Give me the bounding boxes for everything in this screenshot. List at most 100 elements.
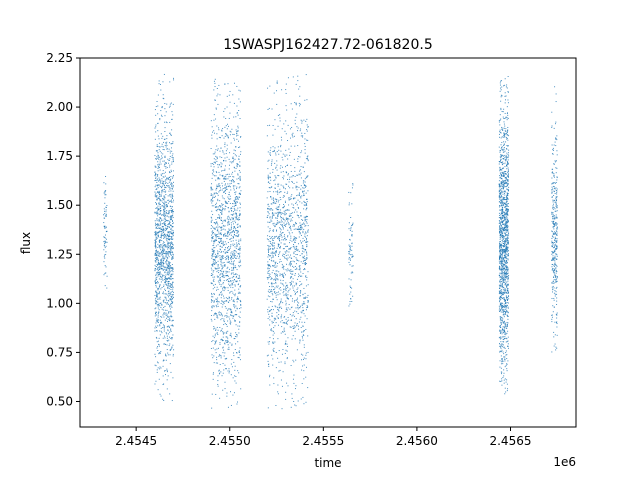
data-point bbox=[275, 251, 277, 253]
data-point bbox=[164, 155, 166, 157]
data-point bbox=[157, 146, 159, 148]
data-point bbox=[303, 239, 305, 241]
data-point bbox=[277, 222, 279, 224]
data-point bbox=[212, 274, 214, 276]
data-point bbox=[221, 328, 223, 330]
data-point bbox=[230, 226, 232, 228]
data-point bbox=[282, 349, 284, 351]
data-point bbox=[212, 373, 214, 375]
data-point bbox=[220, 297, 222, 299]
data-point bbox=[155, 184, 157, 186]
data-point bbox=[236, 269, 238, 271]
data-point bbox=[292, 187, 294, 189]
data-point bbox=[229, 281, 231, 283]
data-point bbox=[271, 301, 273, 303]
data-point bbox=[351, 187, 353, 189]
data-point bbox=[161, 178, 163, 180]
data-point bbox=[169, 305, 171, 307]
data-point bbox=[222, 221, 224, 223]
data-point bbox=[276, 229, 278, 231]
data-point bbox=[158, 337, 160, 339]
data-point bbox=[170, 284, 172, 286]
data-point bbox=[165, 252, 167, 254]
data-point bbox=[294, 102, 296, 104]
data-point bbox=[224, 300, 226, 302]
data-point bbox=[296, 311, 298, 313]
data-point bbox=[164, 191, 166, 193]
data-point bbox=[222, 275, 224, 276]
data-point bbox=[291, 315, 293, 317]
data-point bbox=[211, 269, 213, 271]
data-point bbox=[220, 329, 222, 331]
data-point bbox=[171, 197, 173, 199]
data-point bbox=[224, 135, 226, 137]
data-point bbox=[507, 176, 509, 178]
data-point bbox=[167, 282, 169, 284]
data-point bbox=[351, 225, 353, 226]
data-point bbox=[275, 198, 277, 200]
data-point bbox=[218, 267, 220, 269]
data-point bbox=[171, 236, 173, 238]
data-point bbox=[285, 133, 287, 135]
data-point bbox=[507, 157, 509, 159]
data-point bbox=[276, 235, 278, 237]
data-point bbox=[157, 165, 159, 167]
data-point bbox=[224, 275, 226, 277]
data-point bbox=[237, 230, 239, 232]
data-point bbox=[290, 137, 292, 139]
data-point bbox=[158, 253, 160, 255]
data-point bbox=[212, 263, 214, 265]
data-point bbox=[222, 169, 224, 171]
data-point bbox=[229, 234, 231, 236]
data-point bbox=[500, 157, 502, 159]
data-point bbox=[156, 156, 158, 158]
data-point bbox=[499, 380, 501, 382]
data-point bbox=[220, 291, 222, 293]
data-point bbox=[274, 187, 276, 189]
data-point bbox=[165, 246, 167, 248]
data-point bbox=[506, 298, 508, 300]
data-point bbox=[170, 246, 172, 248]
data-point bbox=[305, 328, 307, 330]
data-point bbox=[298, 273, 300, 275]
data-point bbox=[277, 185, 279, 187]
data-point bbox=[222, 262, 224, 264]
data-point bbox=[172, 295, 174, 297]
data-point bbox=[172, 377, 174, 379]
data-point bbox=[289, 216, 291, 217]
data-point bbox=[291, 126, 293, 128]
data-point bbox=[219, 209, 221, 211]
data-point bbox=[503, 171, 505, 173]
data-point bbox=[169, 81, 171, 83]
data-point bbox=[159, 305, 161, 307]
data-point bbox=[283, 203, 285, 205]
data-point bbox=[158, 197, 160, 199]
data-point bbox=[504, 159, 506, 161]
data-point bbox=[506, 237, 508, 239]
data-point bbox=[507, 99, 509, 101]
data-point bbox=[157, 205, 159, 207]
data-point bbox=[297, 325, 299, 327]
data-point bbox=[269, 216, 271, 218]
data-point bbox=[232, 304, 234, 306]
data-point bbox=[501, 286, 503, 288]
data-point bbox=[165, 277, 167, 279]
data-point bbox=[170, 200, 172, 202]
data-point bbox=[267, 168, 269, 170]
data-point bbox=[157, 167, 159, 169]
data-point bbox=[505, 354, 507, 356]
data-point bbox=[291, 180, 293, 182]
data-point bbox=[164, 281, 166, 283]
data-point bbox=[280, 302, 282, 304]
data-point bbox=[161, 106, 163, 108]
data-point bbox=[280, 261, 282, 263]
data-point bbox=[211, 172, 213, 174]
data-point bbox=[230, 314, 232, 316]
data-point bbox=[169, 306, 171, 308]
data-point bbox=[221, 189, 223, 191]
data-point bbox=[239, 246, 241, 248]
data-point bbox=[155, 176, 157, 178]
data-point bbox=[218, 294, 220, 296]
data-point bbox=[236, 198, 238, 200]
data-point bbox=[500, 290, 502, 292]
